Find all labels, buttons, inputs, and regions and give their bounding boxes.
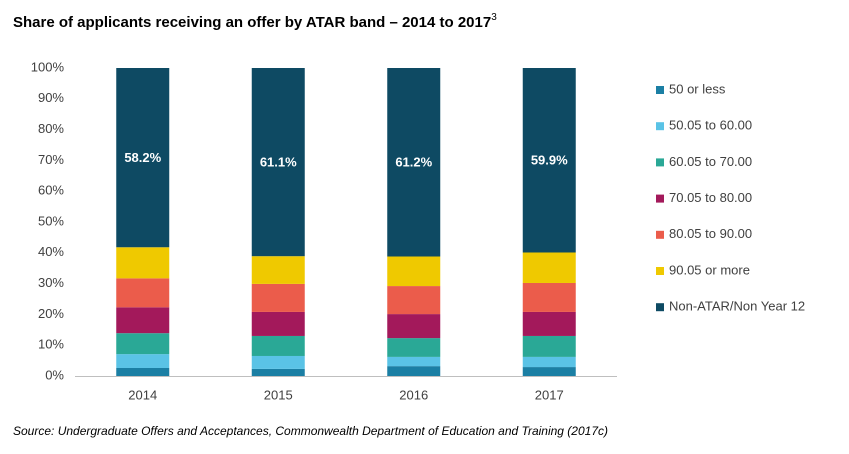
legend-label: 80.05 to 90.00 [669, 226, 752, 241]
x-tick-label: 2016 [399, 387, 428, 402]
bar-segment [387, 356, 441, 367]
bar-segment [522, 311, 576, 336]
legend-label: 90.05 or more [669, 262, 750, 277]
data-label: 61.2% [395, 155, 432, 170]
bar-segment [116, 333, 170, 355]
y-tick-label: 50% [38, 213, 64, 228]
legend-swatch [656, 267, 664, 275]
chart-title: Share of applicants receiving an offer b… [13, 12, 497, 31]
source-note: Source: Undergraduate Offers and Accepta… [13, 424, 608, 438]
bar-segment [116, 278, 170, 308]
y-tick-label: 0% [45, 367, 64, 382]
y-tick-label: 70% [38, 152, 64, 167]
bar-segment [387, 286, 441, 315]
bar-segment [522, 282, 576, 312]
bar-segment [116, 367, 170, 376]
title-superscript: 3 [491, 12, 497, 23]
y-tick-label: 60% [38, 183, 64, 198]
bar-segment [251, 68, 305, 257]
legend-label: 50.05 to 60.00 [669, 118, 752, 133]
bar-segment [251, 311, 305, 336]
data-label: 59.9% [531, 153, 568, 168]
y-tick-label: 30% [38, 275, 64, 290]
bar-segment [116, 354, 170, 368]
bar-segment [387, 256, 441, 287]
bar-segment [116, 68, 170, 248]
data-label: 61.1% [260, 155, 297, 170]
bar-segment [251, 355, 305, 369]
legend-swatch [656, 158, 664, 167]
bar-segment [522, 367, 576, 376]
x-tick-label: 2015 [264, 387, 293, 402]
x-tick-label: 2014 [128, 387, 157, 402]
bar-segment [251, 368, 305, 376]
legend-swatch [656, 86, 664, 94]
bar-segment [116, 247, 170, 279]
legend-swatch [656, 194, 664, 203]
y-tick-label: 100% [31, 59, 65, 74]
bar-segment [116, 307, 170, 334]
bar-segment [251, 283, 305, 312]
legend-swatch [656, 122, 664, 131]
bar-segment [387, 68, 441, 257]
bar-segment [522, 252, 576, 283]
y-tick-label: 40% [38, 244, 64, 259]
legend-swatch [656, 230, 664, 239]
legend-label: 60.05 to 70.00 [669, 154, 752, 169]
bar-segment [251, 256, 305, 284]
y-tick-label: 80% [38, 121, 64, 136]
bar-segment [522, 356, 576, 368]
bar-segment [387, 338, 441, 357]
title-text: Share of applicants receiving an offer b… [13, 14, 491, 31]
legend-label: Non-ATAR/Non Year 12 [669, 299, 805, 314]
y-tick-label: 10% [38, 337, 64, 352]
bar-segment [387, 314, 441, 339]
legend-label: 50 or less [669, 81, 726, 96]
data-label: 58.2% [124, 150, 161, 165]
bar-segment [387, 366, 441, 376]
y-tick-label: 90% [38, 90, 64, 105]
legend-label: 70.05 to 80.00 [669, 190, 752, 205]
bar-segment [522, 335, 576, 357]
y-tick-label: 20% [38, 306, 64, 321]
legend-swatch [656, 303, 664, 312]
bar-segment [522, 68, 576, 253]
x-tick-label: 2017 [535, 387, 564, 402]
bar-segment [251, 335, 305, 356]
